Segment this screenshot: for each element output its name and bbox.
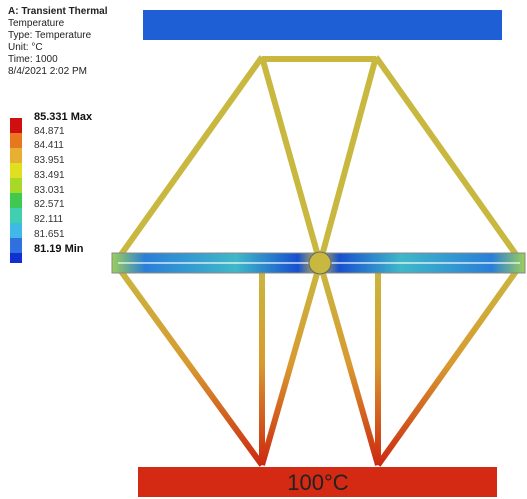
bottom-label: 100°C: [287, 470, 349, 495]
header-line: Temperature: [8, 18, 113, 30]
legend-label: 84.871: [34, 126, 114, 137]
header-line: 8/4/2021 2:02 PM: [8, 66, 113, 78]
hub: [309, 252, 331, 274]
legend-label: 84.411: [34, 140, 114, 151]
header: A: Transient Thermal Temperature Type: T…: [8, 6, 113, 78]
header-line: Type: Temperature: [8, 30, 113, 42]
legend-label: 81.651: [34, 229, 114, 240]
legend-label: 82.571: [34, 199, 114, 210]
upper-members: [115, 57, 522, 263]
legend-label: 83.951: [34, 155, 114, 166]
header-line: Time: 1000: [8, 54, 113, 66]
legend-label: 81.19 Min: [34, 243, 114, 255]
legend-colors: [10, 118, 22, 263]
screenshot: 100°C A: Transient Thermal Temperature T…: [0, 0, 527, 499]
legend-label: 82.111: [34, 214, 114, 225]
legend-label: 83.491: [34, 170, 114, 181]
legend-label: 85.331 Max: [34, 111, 114, 123]
legend-label: 83.031: [34, 185, 114, 196]
lower-members: [115, 263, 522, 465]
header-title: A: Transient Thermal: [8, 6, 113, 18]
top-plate: [143, 10, 502, 40]
header-line: Unit: °C: [8, 42, 113, 54]
